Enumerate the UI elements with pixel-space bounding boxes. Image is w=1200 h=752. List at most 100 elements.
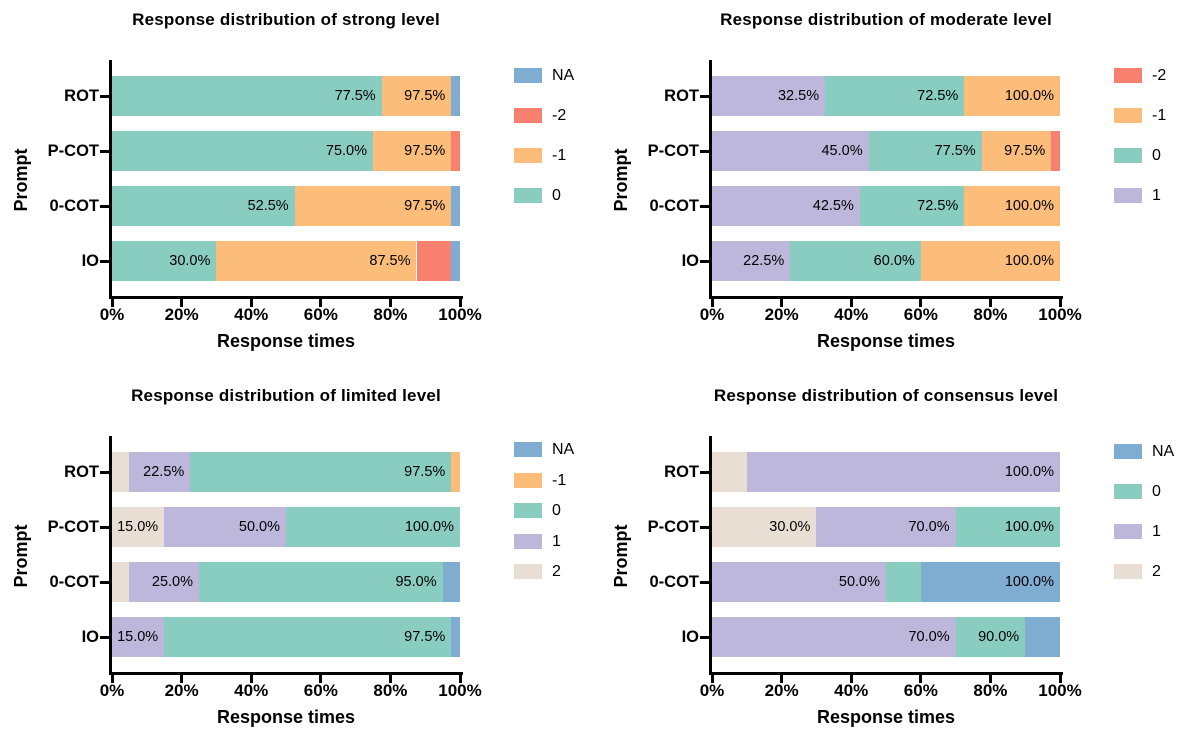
x-tick (988, 675, 992, 683)
segment-value-label: 97.5% (404, 198, 446, 214)
y-tick (100, 149, 109, 153)
bar-segment-0 (955, 617, 1026, 657)
legend-label: 0 (1152, 147, 1161, 164)
segment-value-label: 95.0% (395, 574, 437, 590)
y-tick-label: IO (681, 252, 699, 270)
bar-segment-0 (886, 562, 921, 602)
x-axis-label: Response times (216, 707, 356, 727)
y-tick (100, 635, 109, 639)
x-tick-label: 80% (973, 305, 1008, 324)
bar-segment-0 (955, 507, 1060, 547)
bar-segment-1 (816, 507, 956, 547)
y-tick-label: IO (81, 252, 99, 270)
y-axis-line (709, 60, 712, 299)
bar-segment-1 (129, 452, 191, 492)
legend-swatch-0 (1114, 148, 1142, 163)
legend-label: 0 (552, 187, 561, 204)
bar-segment-1 (712, 562, 886, 602)
x-axis-label: Response times (816, 331, 956, 351)
bar-segment-0 (112, 76, 382, 116)
y-tick (100, 94, 109, 98)
bar-segment--1 (294, 186, 452, 226)
segment-value-label: 97.5% (404, 629, 446, 645)
legend-swatch-NA (514, 68, 542, 83)
segment-value-label: 15.0% (117, 629, 159, 645)
legend-label: -1 (552, 147, 567, 164)
y-tick (700, 94, 709, 98)
bar-segment-2 (712, 507, 817, 547)
segment-value-label: 90.0% (978, 629, 1020, 645)
bar-segment-0 (790, 241, 921, 281)
y-tick (100, 525, 109, 529)
chart-panel-strong: Response distribution of strong level Pr… (0, 0, 600, 376)
x-axis-line (109, 672, 463, 675)
segment-value-label: 70.0% (908, 519, 950, 535)
legend: NA -1 0 1 2 (0, 376, 600, 752)
legend-label: 0 (1152, 483, 1161, 500)
y-tick (700, 525, 709, 529)
legend-label: 1 (552, 532, 561, 550)
chart-title: Response distribution of limited level (131, 386, 441, 405)
segment-value-label: 30.0% (769, 519, 811, 535)
legend-swatch-0 (514, 503, 542, 518)
bar-segment-2 (112, 452, 130, 492)
x-tick (780, 675, 784, 683)
x-tick (388, 299, 392, 307)
bar-segment-NA (451, 617, 460, 657)
plot-area: 77.5% 97.5% ROT 75.0% 97.5% P-COT 52.5% 97.5% 0-… (0, 0, 600, 376)
y-tick-label: 0-COT (649, 197, 700, 215)
segment-value-label: 22.5% (743, 253, 785, 269)
y-tick (700, 635, 709, 639)
segment-value-label: 75.0% (325, 143, 367, 159)
x-tick (249, 299, 253, 307)
segment-value-label: 52.5% (247, 198, 289, 214)
segment-value-label: 70.0% (908, 629, 950, 645)
y-tick-label: ROT (64, 463, 99, 481)
plot-area: 22.5% 97.5% ROT 15.0% 50.0% 100.0% P-COT 25.0% 9… (0, 376, 600, 752)
bar-segment--1 (981, 131, 1052, 171)
x-tick (110, 675, 114, 683)
bar-segment-1 (112, 617, 165, 657)
bar-segment-1 (712, 617, 956, 657)
y-tick-label: 0-COT (49, 573, 100, 591)
x-tick-label: 60% (303, 681, 338, 700)
x-tick (249, 675, 253, 683)
legend-label: NA (1152, 443, 1175, 460)
y-tick-label: 0-COT (49, 197, 100, 215)
segment-value-label: 45.0% (821, 143, 863, 159)
x-tick-label: 60% (303, 305, 338, 324)
segment-value-label: 60.0% (873, 253, 915, 269)
bar-segment--1 (964, 186, 1060, 226)
legend-swatch-2 (1114, 564, 1142, 579)
bar-segment-NA (920, 562, 1060, 602)
x-tick-label: 40% (234, 305, 269, 324)
x-tick (710, 675, 714, 683)
chart-title: Response distribution of strong level (132, 10, 440, 29)
bar-segment-0 (286, 507, 460, 547)
y-tick (700, 149, 709, 153)
bar-segment-2 (112, 562, 130, 602)
chart-panel-moderate: Response distribution of moderate level … (600, 0, 1200, 376)
y-axis-line (709, 436, 712, 675)
segment-value-label: 30.0% (169, 253, 211, 269)
legend: NA 0 1 2 (600, 376, 1200, 752)
legend-swatch-1 (514, 533, 542, 549)
bar-segment-0 (112, 186, 295, 226)
x-tick (319, 675, 323, 683)
chart-title: Response distribution of consensus level (713, 386, 1059, 405)
bar-segment-NA (1025, 617, 1060, 657)
x-tick-label: 20% (164, 305, 199, 324)
x-tick-label: 0% (699, 305, 725, 324)
bar-segment-0 (190, 452, 452, 492)
y-axis-line (109, 60, 112, 299)
x-tick-label: 20% (764, 305, 799, 324)
bar-segment--2 (416, 241, 452, 281)
bar-segment--1 (216, 241, 417, 281)
x-tick-label: 60% (903, 681, 938, 700)
legend-label: -1 (552, 471, 567, 489)
legend-label: 0 (552, 502, 561, 519)
x-tick-label: 20% (764, 681, 799, 700)
segment-value-label: 77.5% (334, 88, 376, 104)
x-tick-label: 80% (973, 681, 1008, 700)
y-tick-label: IO (81, 628, 99, 646)
